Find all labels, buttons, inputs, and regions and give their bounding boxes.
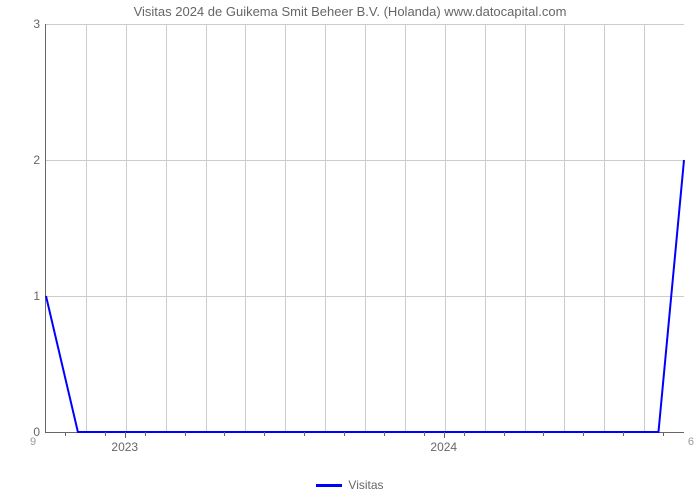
x-tick-minor	[224, 432, 225, 436]
x-tick-minor	[424, 432, 425, 436]
x-corner-right: 6	[688, 436, 694, 448]
legend: Visitas	[0, 478, 700, 492]
y-tick-2: 2	[20, 153, 40, 167]
x-tick-minor	[504, 432, 505, 436]
x-tick-main	[125, 432, 126, 438]
x-tick-minor	[464, 432, 465, 436]
x-tick-minor	[384, 432, 385, 436]
x-tick-minor	[623, 432, 624, 436]
x-tick-minor	[304, 432, 305, 436]
x-tick-minor	[145, 432, 146, 436]
x-tick-main	[444, 432, 445, 438]
legend-label: Visitas	[348, 478, 383, 492]
x-tick-minor	[264, 432, 265, 436]
x-tick-minor	[344, 432, 345, 436]
x-tick-minor	[65, 432, 66, 436]
plot-area	[45, 24, 684, 433]
x-tick-minor	[543, 432, 544, 436]
x-tick-minor	[105, 432, 106, 436]
x-corner-left: 9	[30, 436, 36, 448]
x-tick-minor	[185, 432, 186, 436]
y-tick-1: 1	[20, 289, 40, 303]
x-tick-minor	[663, 432, 664, 436]
legend-swatch	[316, 484, 342, 487]
chart-container: Visitas 2024 de Guikema Smit Beheer B.V.…	[0, 0, 700, 500]
x-year-2024: 2024	[430, 440, 457, 454]
y-tick-3: 3	[20, 17, 40, 31]
chart-title: Visitas 2024 de Guikema Smit Beheer B.V.…	[0, 4, 700, 19]
x-year-2023: 2023	[111, 440, 138, 454]
x-tick-minor	[583, 432, 584, 436]
data-line	[46, 24, 684, 432]
